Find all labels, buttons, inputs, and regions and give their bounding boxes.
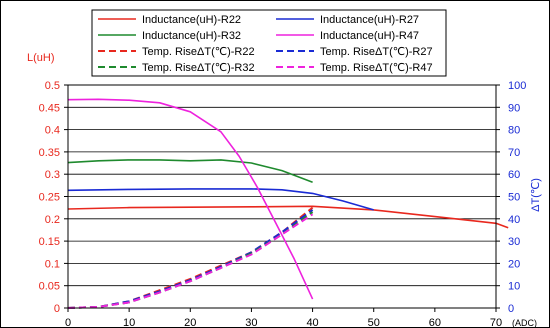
legend-label: Inductance(uH)-R27	[320, 14, 419, 26]
y-right-tick-label: 70	[508, 147, 520, 159]
y-left-tick-label: 0	[54, 303, 60, 315]
y-left-tick-label: 0.2	[45, 214, 60, 226]
x-tick-label: 60	[429, 317, 441, 328]
x-tick-label: 30	[245, 317, 257, 328]
legend-label: Inductance(uH)-R22	[142, 14, 241, 26]
legend-label: Temp. RiseΔT(℃)-R47	[320, 62, 433, 74]
y-left-tick-label: 0.05	[39, 281, 60, 293]
y-left-tick-label: 0.15	[39, 236, 60, 248]
legend-label: Inductance(uH)-R32	[142, 30, 241, 42]
y-left-tick-label: 0.3	[45, 169, 60, 181]
y-right-tick-label: 40	[508, 214, 520, 226]
series-line-inductance-uh-r27	[67, 188, 374, 211]
y-left-tick-label: 0.4	[45, 125, 60, 137]
axes: 0 0.05 0.1 0.15 0.2 0.25 0.3 0.35 0.4 0.45 0.5 0 10 2…	[39, 80, 527, 328]
legend-entries: Inductance(uH)-R22 Inductance(uH)-R27 Indu…	[98, 14, 433, 74]
y-right-tick-label: 10	[508, 281, 520, 293]
y-right-tick-label: 20	[508, 258, 520, 270]
x-axis-unit: (ADC)	[512, 318, 537, 328]
legend-label: Temp. RiseΔT(℃)-R32	[142, 62, 255, 74]
series-line-inductance-uh-r32	[67, 159, 313, 183]
series-line-inductance-uh-r22	[67, 205, 509, 229]
y-left-tick-label: 0.25	[39, 192, 60, 204]
series-lines	[67, 98, 509, 309]
y-left-axis-title: L(uH)	[27, 52, 55, 64]
y-right-axis-title: ΔT(℃)	[530, 178, 542, 212]
y-left-tick-label: 0.5	[45, 80, 60, 92]
legend-label: Temp. RiseΔT(℃)-R27	[320, 46, 433, 58]
y-left-tick-label: 0.45	[39, 102, 60, 114]
y-right-tick-label: 30	[508, 236, 520, 248]
y-right-tick-label: 60	[508, 169, 520, 181]
y-right-tick-label: 80	[508, 125, 520, 137]
y-left-tick-label: 0.35	[39, 147, 60, 159]
y-right-tick-label: 100	[508, 80, 526, 92]
series-line-temp-rise-t-r47	[67, 213, 314, 309]
x-tick-label: 10	[123, 317, 135, 328]
x-tick-label: 20	[184, 317, 196, 328]
series-line-temp-rise-t-r27	[67, 209, 314, 309]
y-right-tick-label: 0	[508, 303, 514, 315]
x-tick-label: 50	[368, 317, 380, 328]
x-tick-label: 40	[306, 317, 318, 328]
y-left-tick-label: 0.1	[45, 258, 60, 270]
series-line-temp-rise-t-r22	[67, 206, 314, 309]
x-tick-label: 70	[490, 317, 502, 328]
legend	[91, 9, 447, 77]
legend-label: Inductance(uH)-R47	[320, 30, 419, 42]
x-tick-label: 0	[65, 317, 71, 328]
gridlines	[68, 106, 496, 287]
legend-label: Temp. RiseΔT(℃)-R22	[142, 46, 255, 58]
y-right-tick-label: 50	[508, 192, 520, 204]
series-line-inductance-uh-r47	[67, 98, 314, 300]
y-right-tick-label: 90	[508, 102, 520, 114]
